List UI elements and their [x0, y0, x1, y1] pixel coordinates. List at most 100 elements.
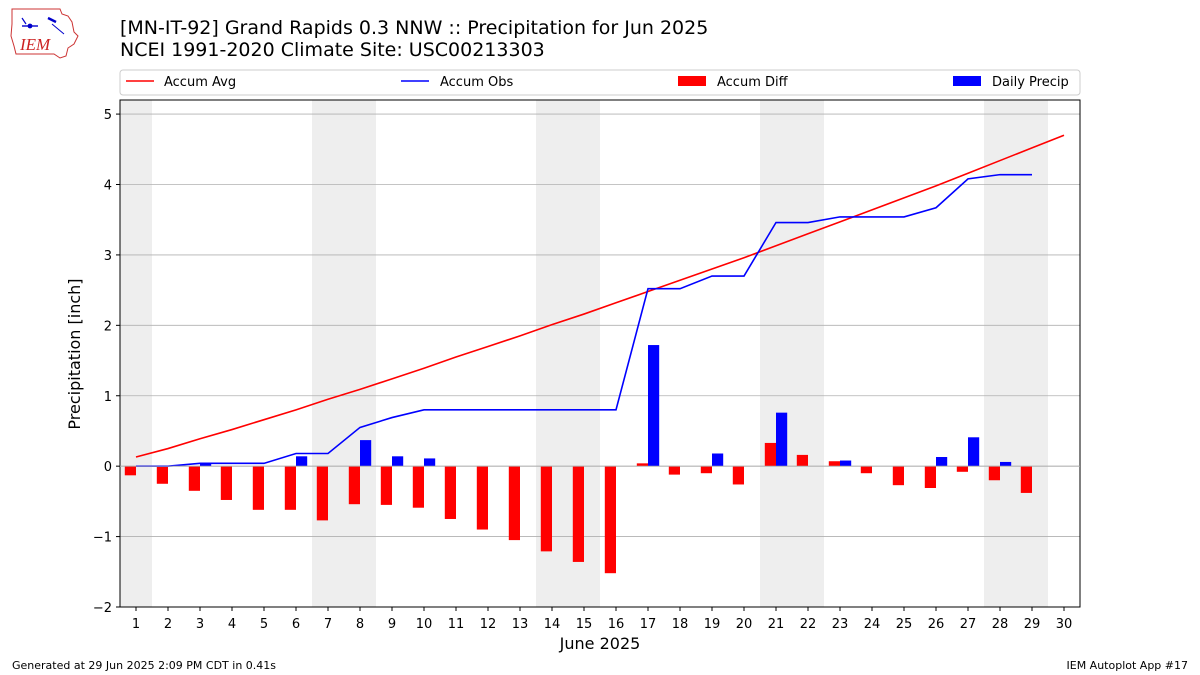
- plot-frame: [119, 99, 1081, 608]
- legend-obs-label: Accum Obs: [440, 75, 513, 90]
- accum-diff-bar: [668, 466, 680, 475]
- legend-avg-label: Accum Avg: [164, 75, 236, 90]
- x-tick-label: 1: [132, 617, 140, 632]
- x-tick-label: 27: [960, 617, 977, 632]
- accum-avg-line: [135, 134, 1065, 458]
- accum-diff-bar: [860, 466, 872, 474]
- accum-diff-bar: [476, 466, 488, 530]
- x-tick-label: 6: [292, 617, 300, 632]
- y-tick-label: 1: [104, 390, 112, 405]
- accum-diff-bar: [892, 466, 904, 486]
- x-tick-label: 18: [672, 617, 689, 632]
- x-tick-label: 13: [512, 617, 529, 632]
- y-tick-label: −2: [93, 601, 112, 616]
- x-tick-label: 10: [416, 617, 433, 632]
- x-tick-label: 20: [736, 617, 753, 632]
- daily-precip-bar: [968, 437, 980, 467]
- accum-diff-bar: [956, 466, 968, 472]
- weekend-band: [120, 100, 152, 607]
- accum-diff-bar: [828, 461, 840, 467]
- y-tick-label: 2: [104, 319, 112, 334]
- x-tick-label: 23: [832, 617, 849, 632]
- daily-precip-bar: [424, 458, 436, 467]
- legend-daily-swatch: [953, 76, 981, 86]
- logo-text: IEM: [19, 35, 51, 54]
- daily-precip-bar: [712, 453, 724, 467]
- x-tick-label: 14: [544, 617, 561, 632]
- x-tick-label: 29: [1024, 617, 1041, 632]
- accum-diff-bar: [412, 466, 424, 508]
- accum-diff-bar: [348, 466, 360, 505]
- accum-diff-bar: [924, 466, 936, 488]
- daily-precip-bar: [648, 345, 660, 467]
- daily-precip-bar: [840, 460, 852, 467]
- daily-precip-bar: [776, 412, 788, 467]
- x-tick-label: 28: [992, 617, 1009, 632]
- daily-precip-bar: [200, 463, 212, 467]
- x-tick-label: 9: [388, 617, 396, 632]
- iem-logo: IEM: [10, 8, 79, 59]
- accum-diff-bar: [700, 466, 712, 474]
- legend-diff-label: Accum Diff: [717, 75, 789, 90]
- weekend-band: [344, 100, 376, 607]
- accum-obs-line: [136, 173, 1032, 467]
- accum-diff-bar: [380, 466, 392, 505]
- accum-diff-bar: [988, 466, 1000, 481]
- x-tick-label: 11: [448, 617, 465, 632]
- x-tick-label: 26: [928, 617, 945, 632]
- x-tick-label: 2: [164, 617, 172, 632]
- x-axis-ticks: 1 2 3 4 5 6 7 8 9 10 11 12 13 14 15 16 17 18 19 20 21 22 23 24 2…: [132, 607, 1072, 632]
- x-tick-label: 8: [356, 617, 364, 632]
- x-tick-label: 12: [480, 617, 497, 632]
- accum-diff-bar: [220, 466, 232, 500]
- y-tick-label: −1: [93, 531, 112, 546]
- weekend-band: [760, 100, 792, 607]
- weekend-band: [1016, 100, 1048, 607]
- y-axis-label: Precipitation [inch]: [65, 278, 84, 429]
- daily-precip-bar: [1000, 461, 1012, 467]
- series-lines: [135, 134, 1065, 467]
- accum-diff-bar: [252, 466, 264, 510]
- accum-diff-bar: [764, 442, 776, 467]
- x-tick-label: 17: [640, 617, 657, 632]
- x-tick-label: 16: [608, 617, 625, 632]
- accum-diff-bar: [508, 466, 520, 541]
- accum-diff-bar: [604, 466, 616, 574]
- accum-diff-bar: [124, 466, 136, 476]
- x-tick-label: 5: [260, 617, 268, 632]
- accum-diff-bar: [316, 466, 328, 521]
- daily-precip-bar: [936, 457, 948, 467]
- y-tick-label: 3: [104, 249, 112, 264]
- daily-precip-bar: [296, 456, 308, 467]
- legend: Accum Avg Accum Obs Accum Diff Daily Pre…: [119, 69, 1081, 96]
- legend-diff-swatch: [678, 76, 706, 86]
- x-tick-label: 25: [896, 617, 913, 632]
- accum-diff-bar: [572, 466, 584, 562]
- daily-precip-bar: [392, 456, 404, 467]
- daily-precip-bars: [200, 345, 1012, 467]
- weekend-band: [312, 100, 344, 607]
- y-axis-ticks: −2 −1 0 1 2 3 4 5: [93, 108, 120, 616]
- accum-diff-bar: [156, 466, 168, 484]
- weekend-band: [792, 100, 824, 607]
- x-tick-label: 15: [576, 617, 593, 632]
- accum-diff-bar: [284, 466, 296, 510]
- y-tick-label: 5: [104, 108, 112, 123]
- generated-footer: Generated at 29 Jun 2025 2:09 PM CDT in …: [12, 659, 277, 672]
- daily-precip-bar: [360, 440, 372, 467]
- chart-subtitle: NCEI 1991-2020 Climate Site: USC00213303: [120, 39, 545, 61]
- accum-diff-bar: [796, 454, 808, 467]
- accum-diff-bar: [444, 466, 456, 519]
- legend-daily-label: Daily Precip: [992, 75, 1069, 90]
- x-tick-label: 7: [324, 617, 332, 632]
- accum-diff-bar: [188, 466, 200, 491]
- x-tick-label: 4: [228, 617, 236, 632]
- x-axis-label: June 2025: [559, 634, 641, 653]
- accum-diff-bars: [124, 442, 1032, 574]
- accum-diff-bar: [540, 466, 552, 552]
- legend-box: [119, 69, 1081, 96]
- x-tick-label: 3: [196, 617, 204, 632]
- x-tick-label: 22: [800, 617, 817, 632]
- app-footer: IEM Autoplot App #17: [1066, 659, 1189, 672]
